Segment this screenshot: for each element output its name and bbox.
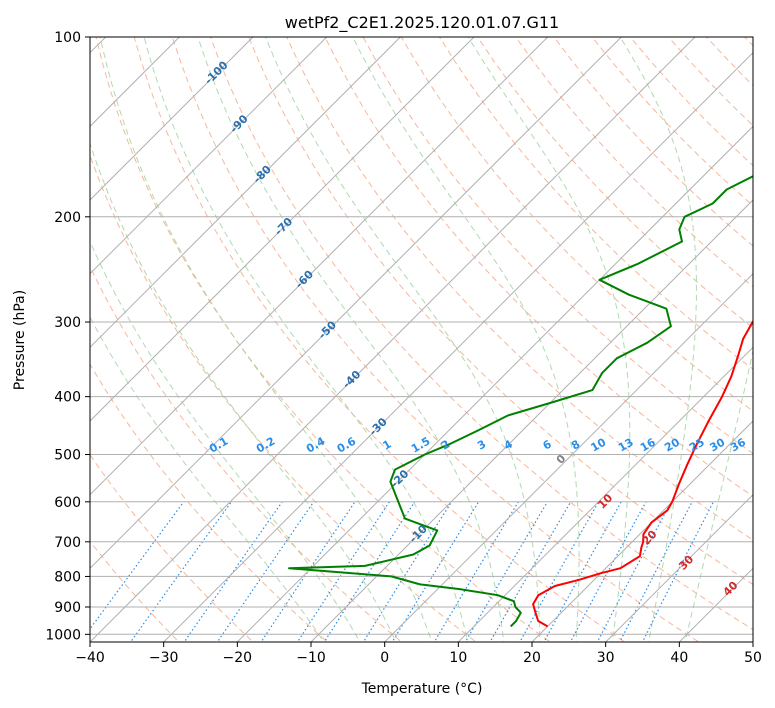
x-tick-label: 20 <box>523 650 541 666</box>
plot-frame <box>89 36 754 643</box>
y-tick-label: 700 <box>54 535 81 551</box>
x-tick-label: −30 <box>149 650 179 666</box>
mixing-ratio-line <box>641 501 714 642</box>
y-tick-label: 100 <box>54 30 81 46</box>
x-tick-label: −40 <box>75 650 105 666</box>
x-tick-label: −10 <box>296 650 326 666</box>
y-axis-label: Pressure (hPa) <box>12 290 28 390</box>
mixing-ratio-line <box>433 501 519 642</box>
moist-adiabat-line <box>265 37 541 642</box>
moist-adiabat-line <box>684 348 753 642</box>
dry-adiabat-line <box>210 37 753 631</box>
dry-adiabat-line <box>171 37 700 642</box>
x-tick-label: 10 <box>449 650 467 666</box>
dry-adiabat-line <box>90 363 329 642</box>
isotherm-line <box>90 37 549 496</box>
y-tick-label: 300 <box>54 315 81 331</box>
x-tick-label: 50 <box>744 650 762 666</box>
moist-adiabat-line <box>99 37 433 642</box>
dry-adiabat-line <box>324 37 753 498</box>
x-tick-label: 40 <box>670 650 688 666</box>
moist-adiabat-line <box>619 37 697 642</box>
isotherm-line <box>310 199 753 642</box>
moist-adiabat-line <box>143 37 469 642</box>
isotherm-line <box>90 37 623 570</box>
mixing-ratio-line <box>596 501 672 642</box>
y-tick-label: 1000 <box>45 627 81 643</box>
mixing-ratio-line <box>296 501 390 642</box>
mixing-ratio-line <box>619 501 693 642</box>
x-tick-label: 0 <box>380 650 389 666</box>
dry-adiabat-line <box>90 453 254 642</box>
isotherm-line <box>531 420 753 642</box>
background-lines <box>90 37 753 642</box>
isotherm-line <box>90 37 402 349</box>
chart-title: wetPf2_C2E1.2025.120.01.07.G11 <box>285 13 559 33</box>
y-tick-label: 200 <box>54 210 81 226</box>
moist-adiabat-line <box>90 142 397 642</box>
x-axis: −40 −30 −20 −10 0 10 20 30 40 50 <box>75 642 762 666</box>
isotherm-line <box>457 346 753 642</box>
isotherm-line <box>383 272 753 642</box>
dewpoint-line <box>288 175 753 628</box>
isotherm-line <box>604 493 753 642</box>
moist-adiabat-line <box>90 240 361 642</box>
x-tick-label: 30 <box>597 650 615 666</box>
isotherm-line <box>90 37 328 275</box>
temperature-line <box>532 319 753 628</box>
dry-adiabat-line <box>248 37 753 586</box>
isotherm-line <box>236 125 753 642</box>
dry-adiabat-line <box>286 37 753 541</box>
y-tick-label: 900 <box>54 600 81 616</box>
dry-adiabat-line <box>515 37 753 288</box>
dry-adiabat-line <box>90 265 403 642</box>
dry-adiabat-line <box>133 37 626 642</box>
y-axis: 100 200 300 400 500 600 700 800 900 1000 <box>45 30 90 643</box>
x-tick-label: −20 <box>223 650 253 666</box>
y-tick-label: 400 <box>54 390 81 406</box>
isotherm-line <box>162 51 753 642</box>
y-tick-label: 800 <box>54 569 81 585</box>
mixing-ratio-line <box>489 501 572 642</box>
moist-adiabat-line <box>90 315 325 642</box>
isotherm-line <box>90 37 475 422</box>
isotherm-line <box>90 37 696 642</box>
pressure-gridlines <box>90 37 753 635</box>
dry-adiabat-line <box>95 37 552 642</box>
profile-series <box>288 175 753 628</box>
isotherm-line <box>90 37 181 128</box>
mixing-ratio-line <box>323 501 416 642</box>
isotherm-line <box>90 37 254 201</box>
y-tick-label: 500 <box>54 448 81 464</box>
mixing-ratio-line <box>183 501 283 642</box>
moist-adiabat-line <box>197 37 505 642</box>
mixing-ratio-line <box>129 501 232 642</box>
mixing-ratio-line <box>464 501 549 642</box>
y-tick-label: 600 <box>54 495 81 511</box>
moist-adiabat-line <box>352 37 580 642</box>
moist-adiabat-line <box>467 37 631 642</box>
x-axis-label: Temperature (°C) <box>361 681 483 697</box>
